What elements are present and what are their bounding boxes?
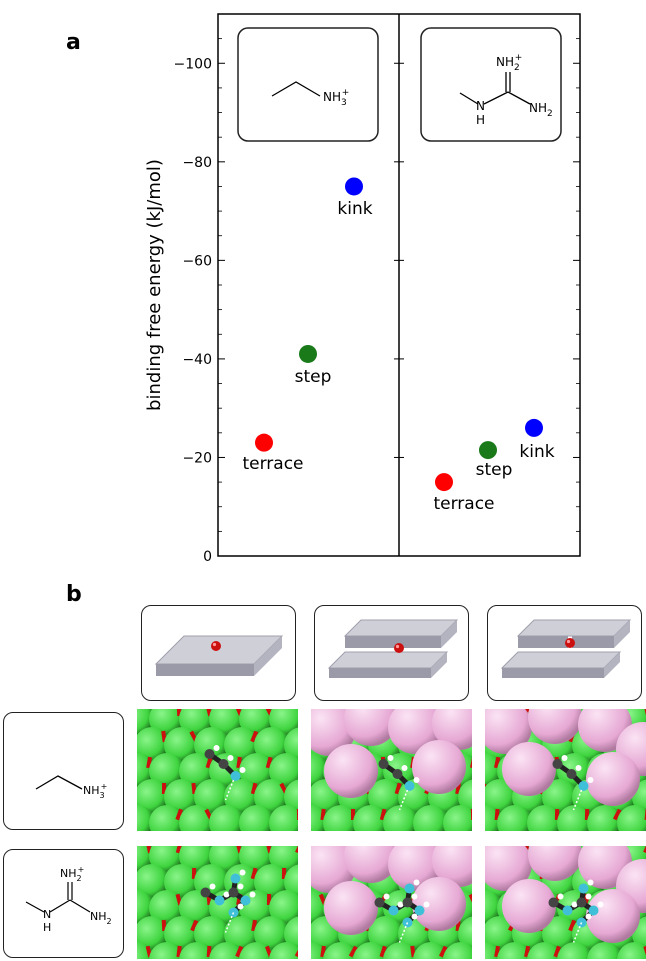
- ethyl-bonds: [271, 81, 321, 97]
- guanidinium-right-label: NH2: [529, 101, 553, 119]
- point-label-methylguanidinium-step: step: [476, 460, 513, 480]
- terrace-slab-icon: [154, 635, 284, 676]
- kink-slab-icon: [500, 619, 632, 678]
- methylguanidinium-row-structure: NH2+ N H NH2: [3, 849, 124, 958]
- methylguanidinium-sketch: NH2+ N H NH2: [25, 865, 112, 934]
- data-point-methylguanidinium-kink: [525, 418, 543, 437]
- md-snapshot-render: [311, 709, 472, 831]
- data-point-methylguanidinium-terrace: [435, 473, 453, 492]
- terrace-diagram: [141, 605, 296, 701]
- md-snapshot-render: [485, 846, 646, 959]
- data-point-methylguanidinium-step: [479, 441, 497, 460]
- snapshot-guan-kink: [485, 846, 646, 959]
- guanidinium-top-label: NH2+: [496, 53, 522, 73]
- y-tick-label: −80: [182, 155, 212, 171]
- snapshot-guan-terrace: [137, 846, 298, 959]
- data-point-ethylammonium-terrace: [255, 433, 273, 452]
- point-label-ethylammonium-step: step: [295, 367, 332, 387]
- y-tick-label: −40: [182, 352, 212, 368]
- panel-a-label: a: [66, 30, 81, 55]
- svg-text:H: H: [43, 921, 51, 934]
- snapshot-ethyl-terrace: [137, 709, 298, 831]
- step-diagram: [314, 605, 469, 701]
- snapshot-ethyl-kink: [485, 709, 646, 831]
- guanidinium-h-label: H: [476, 113, 485, 127]
- y-tick-label: −60: [182, 253, 212, 269]
- panel-b-label: b: [66, 582, 82, 607]
- point-label-ethylammonium-terrace: terrace: [242, 454, 303, 474]
- md-snapshot-render: [311, 846, 472, 959]
- methylguanidinium-structure-box: NH2+ N H NH2: [420, 27, 562, 142]
- snapshot-ethyl-step: [311, 709, 472, 831]
- svg-text:N: N: [43, 908, 51, 921]
- point-label-ethylammonium-kink: kink: [337, 199, 372, 219]
- svg-text:NH2+: NH2+: [60, 865, 84, 883]
- point-label-methylguanidinium-terrace: terrace: [433, 494, 494, 514]
- point-label-methylguanidinium-kink: kink: [519, 442, 554, 462]
- snapshot-guan-step: [311, 846, 472, 959]
- md-snapshot-render: [137, 846, 298, 959]
- kink-diagram: [487, 605, 642, 701]
- y-tick-label: −100: [174, 56, 212, 72]
- data-point-ethylammonium-kink: [345, 177, 363, 196]
- binding-energy-chart: 0 −20 −40 −60 −80 −100 binding free energy (k…: [144, 13, 581, 565]
- data-point-ethylammonium-step: [299, 344, 317, 363]
- svg-text:NH3+: NH3+: [83, 782, 107, 800]
- ammonium-label: NH3+: [323, 88, 349, 108]
- md-snapshot-render: [485, 709, 646, 831]
- y-tick-label: −20: [182, 450, 212, 466]
- svg-text:NH2: NH2: [90, 910, 112, 926]
- ethylammonium-structure-box: NH3+: [237, 27, 379, 142]
- md-snapshot-render: [137, 709, 298, 831]
- guanidinium-n-label: N: [476, 99, 485, 113]
- y-axis-label: binding free energy (kJ/mol): [144, 159, 165, 411]
- ethylammonium-row-structure: NH3+: [3, 712, 124, 830]
- ethylammonium-sketch: NH3+: [35, 775, 107, 800]
- y-tick-label: 0: [203, 549, 212, 565]
- step-slab-icon: [327, 619, 459, 678]
